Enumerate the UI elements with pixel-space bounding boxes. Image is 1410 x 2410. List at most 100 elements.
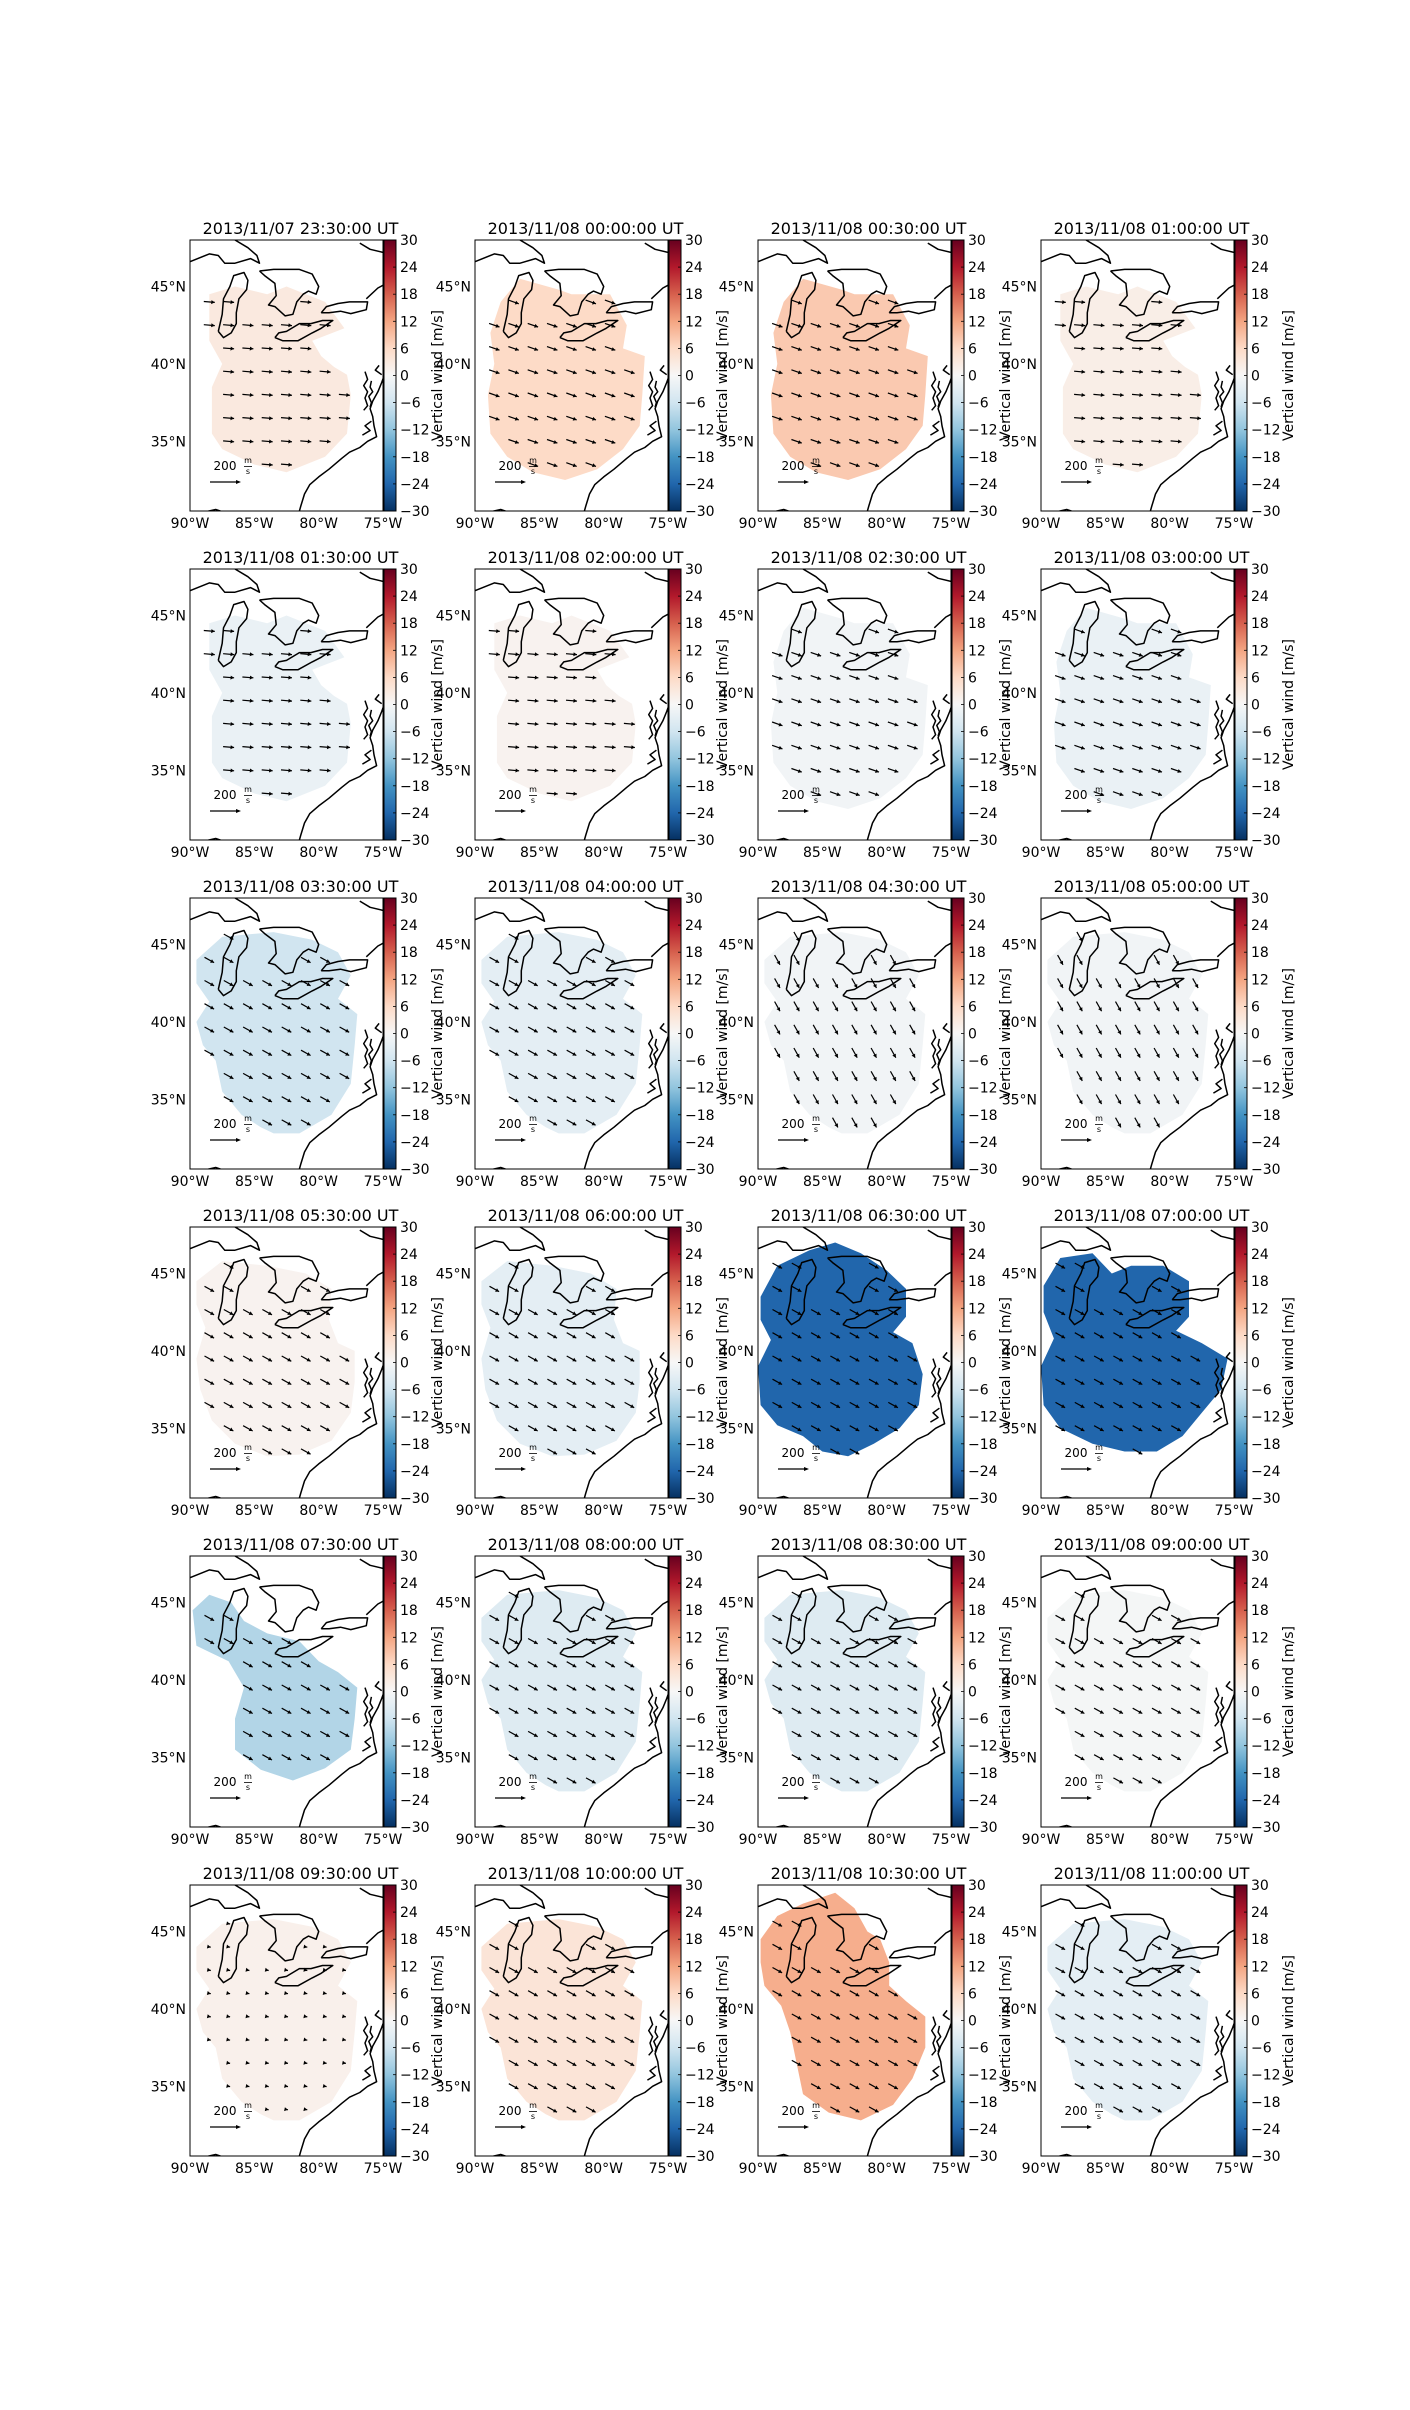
axes-frame (757, 1555, 952, 1828)
longitude-label: 80°W (299, 516, 338, 532)
colorbar-tick-label: 6 (685, 1328, 694, 1344)
wind-arrow-head (836, 722, 841, 727)
wind-arrow-head (325, 1075, 330, 1079)
latitude-label: 35°N (1002, 763, 1037, 779)
coastline (842, 319, 902, 342)
quiver-key: 200 ms (210, 2101, 252, 2129)
coastline (543, 597, 605, 646)
coastline (583, 2021, 668, 2156)
wind-arrow-head (1158, 369, 1163, 374)
wind-arrow-head (533, 1710, 538, 1714)
wind-arrow-head (572, 440, 577, 444)
wind-arrow-head (1196, 722, 1201, 727)
vertical-wind-region (1041, 1253, 1228, 1452)
wind-arrow-head (1098, 1030, 1102, 1035)
coastline (368, 380, 374, 408)
wind-arrow-head (326, 698, 331, 703)
wind-arrow-head (591, 1427, 596, 1431)
coastline (1216, 1600, 1234, 1616)
wind-arrow-head (533, 1969, 538, 1973)
wind-arrow-head (288, 416, 292, 421)
wind-arrow-head (306, 1098, 311, 1102)
coastline (475, 1227, 546, 1251)
coastline (362, 1029, 369, 1069)
wind-arrow-head (534, 416, 539, 421)
wind-arrow-head (245, 2084, 250, 2088)
wind-arrow-head (514, 323, 519, 328)
coastline (298, 1363, 383, 1498)
wind-arrow-head (836, 652, 841, 657)
coastline (1210, 1558, 1234, 1570)
wind-arrow-head (325, 1288, 330, 1292)
colorbar-tick-label: −12 (400, 1081, 430, 1097)
colorbar-tick-label: −12 (1251, 1739, 1281, 1755)
wind-arrow-head (797, 370, 802, 375)
longitude-label: 80°W (584, 1503, 623, 1519)
wind-arrow-head (345, 1404, 350, 1408)
wind-arrow-head (287, 1075, 292, 1079)
wind-arrow-head (1138, 676, 1143, 680)
wind-arrow-head (816, 1756, 821, 1760)
panel-title: 2013/11/08 00:30:00 UT (771, 219, 967, 238)
latitude-label: 40°N (1002, 357, 1037, 373)
wind-arrow-head (287, 1311, 292, 1315)
wind-arrow-head (611, 416, 616, 421)
quiver-key-unit-denominator: s (246, 1783, 250, 1792)
coastline (930, 700, 937, 740)
wind-arrow-head (1157, 1617, 1162, 1621)
wind-arrow-head (1138, 1992, 1143, 1997)
wind-arrow-head (496, 652, 500, 657)
wind-arrow-head (1059, 1030, 1063, 1035)
latitude-label: 40°N (436, 1673, 471, 1689)
colorbar-tick-label: 12 (1251, 1630, 1269, 1646)
colorbar-tick-label: 6 (968, 341, 977, 357)
wind-arrow-head (1061, 2015, 1066, 2020)
coastline (930, 749, 940, 765)
colorbar-tick-label: −30 (1251, 504, 1281, 520)
panel-title: 2013/11/08 06:30:00 UT (771, 1206, 967, 1225)
quiver-key-unit-denominator: s (531, 1783, 535, 1792)
colorbar-tick-label: 24 (685, 1576, 703, 1592)
wind-arrow-head (874, 2108, 879, 2113)
wind-arrow-head (875, 722, 879, 727)
wind-arrow-head (1080, 652, 1085, 657)
colorbar-tick-label: 24 (685, 918, 703, 934)
wind-arrow-head (229, 1617, 234, 1621)
longitude-label: 90°W (1022, 516, 1061, 532)
longitude-label: 90°W (171, 516, 210, 532)
wind-arrow-head (610, 1710, 615, 1714)
wind-arrow-head (1117, 1100, 1121, 1105)
colorbar-tick-label: 0 (1251, 1027, 1260, 1043)
wind-arrow-head (1080, 722, 1085, 727)
wind-arrow-head (875, 629, 879, 634)
wind-arrow-head (287, 1028, 292, 1033)
wind-arrow-head (249, 698, 254, 703)
colorbar-tick-label: −18 (400, 1108, 430, 1124)
longitude-label: 80°W (867, 845, 906, 861)
longitude-label: 90°W (1022, 1503, 1061, 1519)
wind-arrow-head (836, 2085, 840, 2089)
colorbar-tick-label: −30 (400, 1820, 430, 1836)
wind-arrow-head (1157, 1663, 1162, 1668)
wind-arrow-head (836, 323, 841, 328)
latitude-label: 40°N (719, 686, 754, 702)
wind-arrow-head (1061, 652, 1066, 657)
wind-arrow-head (342, 1967, 346, 1972)
wind-arrow-head (875, 792, 879, 797)
wind-arrow-head (1158, 792, 1162, 797)
wind-arrow-head (269, 652, 273, 657)
wind-arrow-head (855, 1381, 860, 1385)
wind-arrow-head (284, 2014, 288, 2019)
wind-arrow-head (1081, 393, 1086, 397)
wind-arrow-head (572, 1686, 577, 1691)
coastline (605, 301, 654, 315)
longitude-label: 80°W (867, 1832, 906, 1848)
wind-arrow-head (817, 440, 822, 444)
wind-arrow-head (1080, 1922, 1085, 1927)
wind-arrow-head (495, 323, 500, 328)
panel-title: 2013/11/08 06:00:00 UT (488, 1206, 684, 1225)
wind-arrow-head (1156, 1053, 1160, 1058)
wind-arrow-head (1136, 1100, 1141, 1105)
